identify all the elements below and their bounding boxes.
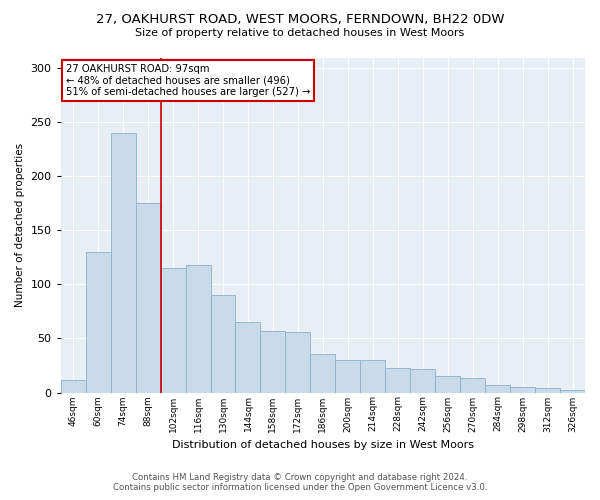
- Bar: [161, 268, 185, 392]
- Bar: [361, 360, 385, 392]
- Bar: [235, 322, 260, 392]
- Bar: [535, 388, 560, 392]
- Bar: [61, 380, 86, 392]
- Text: 27 OAKHURST ROAD: 97sqm
← 48% of detached houses are smaller (496)
51% of semi-d: 27 OAKHURST ROAD: 97sqm ← 48% of detache…: [66, 64, 310, 98]
- Bar: [86, 252, 110, 392]
- Bar: [410, 368, 435, 392]
- Text: Size of property relative to detached houses in West Moors: Size of property relative to detached ho…: [136, 28, 464, 38]
- Bar: [560, 390, 585, 392]
- Bar: [460, 378, 485, 392]
- Y-axis label: Number of detached properties: Number of detached properties: [15, 143, 25, 307]
- Bar: [260, 331, 286, 392]
- Bar: [286, 332, 310, 392]
- Bar: [485, 385, 510, 392]
- Bar: [310, 354, 335, 393]
- Bar: [211, 296, 235, 392]
- Bar: [335, 360, 361, 392]
- Bar: [510, 387, 535, 392]
- Bar: [136, 204, 161, 392]
- Text: Contains HM Land Registry data © Crown copyright and database right 2024.
Contai: Contains HM Land Registry data © Crown c…: [113, 473, 487, 492]
- Bar: [110, 133, 136, 392]
- Bar: [385, 368, 410, 392]
- Bar: [185, 265, 211, 392]
- Bar: [435, 376, 460, 392]
- Text: 27, OAKHURST ROAD, WEST MOORS, FERNDOWN, BH22 0DW: 27, OAKHURST ROAD, WEST MOORS, FERNDOWN,…: [96, 12, 504, 26]
- X-axis label: Distribution of detached houses by size in West Moors: Distribution of detached houses by size …: [172, 440, 474, 450]
